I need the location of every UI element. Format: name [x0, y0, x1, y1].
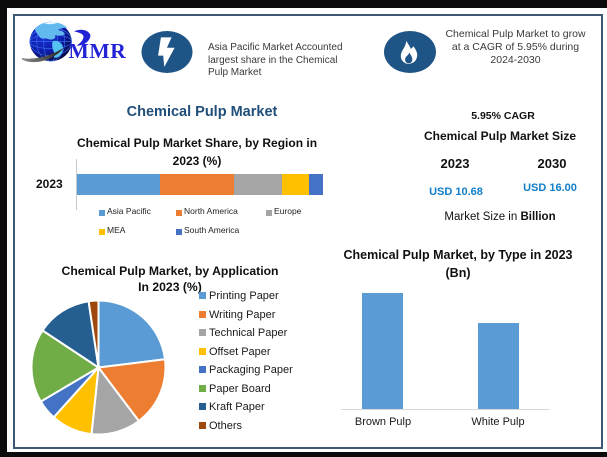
svg-text:MMR: MMR: [69, 39, 127, 63]
